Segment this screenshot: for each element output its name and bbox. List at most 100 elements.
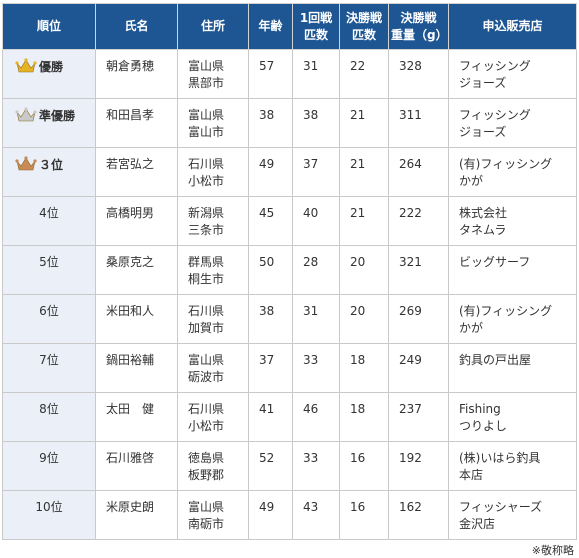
table-row: 6位 米田和人 石川県 加賀市 38 31 20 269 (有)フィッシング かが [2,294,577,344]
age-cell: 38 [248,294,293,344]
name-cell: 鍋田裕輔 [95,343,178,393]
table-row: 5位 桑原克之 群馬県 桐生市 50 28 20 321 ビッグサーフ [2,245,577,295]
rank-cell: 10位 [2,490,96,540]
results-table-container: 順位 氏名 住所 年齢 1回戦 匹数 決勝戦 匹数 決勝戦 重量（g） 申込販売店 優… [2,3,577,558]
address-cell: 群馬県 桐生市 [177,245,249,295]
address-cell: 石川県 小松市 [177,147,249,197]
final-weight-cell: 249 [388,343,449,393]
shop-cell: (有)フィッシング かが [448,294,577,344]
age-cell: 49 [248,490,293,540]
shop-cell: 釣具の戸出屋 [448,343,577,393]
final-count-cell: 22 [339,49,389,99]
rank-label: ３位 [39,158,64,172]
name-cell: 米田和人 [95,294,178,344]
address-cell: 新潟県 三条市 [177,196,249,246]
final-weight-cell-text: 264 [399,157,422,171]
shop-cell-text: Fishing つりよし [459,402,508,433]
header-round1-count: 1回戦 匹数 [292,3,340,50]
shop-cell: (株)いはら釣具 本店 [448,441,577,491]
round1-count-cell-text: 46 [303,402,319,416]
shop-cell: (有)フィッシング かが [448,147,577,197]
name-cell-text: 米田和人 [106,304,155,318]
final-weight-cell-text: 222 [399,206,422,220]
name-cell-text: 米原史朗 [106,500,155,514]
age-cell: 52 [248,441,293,491]
name-cell-text: 太田 健 [106,402,155,416]
shop-cell-text: フィッシャーズ 金沢店 [459,500,543,531]
shop-cell-text: (株)いはら釣具 本店 [459,451,541,482]
round1-count-cell-text: 28 [303,255,319,269]
table-header: 順位 氏名 住所 年齢 1回戦 匹数 決勝戦 匹数 決勝戦 重量（g） 申込販売店 [2,3,577,50]
final-count-cell-text: 21 [350,206,366,220]
address-cell: 石川県 加賀市 [177,294,249,344]
rank-cell: 9位 [2,441,96,491]
shop-cell: ビッグサーフ [448,245,577,295]
name-cell: 若宮弘之 [95,147,178,197]
age-cell: 41 [248,392,293,442]
age-cell-text: 50 [259,255,275,269]
final-count-cell-text: 21 [350,157,366,171]
address-cell: 石川県 小松市 [177,392,249,442]
header-name: 氏名 [95,3,178,50]
address-cell-text: 群馬県 桐生市 [188,255,225,286]
final-weight-cell: 237 [388,392,449,442]
name-cell-text: 和田昌孝 [106,108,155,122]
table-row: 優勝 朝倉勇穂 富山県 黒部市 57 31 22 328 フィッシング ジョーズ [2,49,577,99]
name-cell: 高橋明男 [95,196,178,246]
address-cell-text: 石川県 加賀市 [188,304,225,335]
round1-count-cell: 40 [292,196,340,246]
shop-cell-text: (有)フィッシング かが [459,304,553,335]
address-cell: 富山県 黒部市 [177,49,249,99]
header-final-count: 決勝戦 匹数 [339,3,389,50]
final-weight-cell: 222 [388,196,449,246]
rank-cell: 4位 [2,196,96,246]
age-cell-text: 49 [259,500,275,514]
rank-label: 準優勝 [39,109,76,123]
rank-label: 6位 [39,304,59,318]
round1-count-cell-text: 38 [303,108,319,122]
age-cell-text: 49 [259,157,275,171]
final-count-cell: 16 [339,441,389,491]
address-cell: 富山県 砺波市 [177,343,249,393]
address-cell-text: 石川県 小松市 [188,402,225,433]
rank-cell: ３位 [2,147,96,197]
age-cell: 57 [248,49,293,99]
rank-label: 10位 [35,500,63,514]
age-cell-text: 38 [259,304,275,318]
table-row: 8位 太田 健 石川県 小松市 41 46 18 237 Fishing つりよし [2,392,577,442]
header-rank: 順位 [2,3,96,50]
address-cell-text: 富山県 富山市 [188,108,225,139]
rank-label: 9位 [39,451,59,465]
age-cell: 37 [248,343,293,393]
final-count-cell-text: 18 [350,402,366,416]
name-cell: 桑原克之 [95,245,178,295]
final-count-cell-text: 22 [350,59,366,73]
final-weight-cell: 162 [388,490,449,540]
table-body: 優勝 朝倉勇穂 富山県 黒部市 57 31 22 328 フィッシング ジョーズ 準優勝 和田昌孝 富山… [2,49,577,540]
shop-cell-text: フィッシング ジョーズ [459,108,531,139]
address-cell-text: 富山県 南砺市 [188,500,225,531]
age-cell: 38 [248,98,293,148]
header-row: 順位 氏名 住所 年齢 1回戦 匹数 決勝戦 匹数 決勝戦 重量（g） 申込販売店 [2,3,577,50]
table-row: 7位 鍋田裕輔 富山県 砺波市 37 33 18 249 釣具の戸出屋 [2,343,577,393]
header-address: 住所 [177,3,249,50]
round1-count-cell: 37 [292,147,340,197]
rank-cell: 8位 [2,392,96,442]
round1-count-cell-text: 40 [303,206,319,220]
name-cell-text: 若宮弘之 [106,157,155,171]
address-cell-text: 富山県 砺波市 [188,353,225,384]
name-cell-text: 高橋明男 [106,206,155,220]
age-cell-text: 52 [259,451,275,465]
final-weight-cell: 321 [388,245,449,295]
rank-label: 優勝 [39,60,64,74]
final-weight-cell: 311 [388,98,449,148]
final-count-cell-text: 21 [350,108,366,122]
final-weight-cell-text: 249 [399,353,422,367]
age-cell-text: 57 [259,59,275,73]
name-cell: 米原史朗 [95,490,178,540]
age-cell-text: 45 [259,206,275,220]
final-weight-cell-text: 321 [399,255,422,269]
final-count-cell: 21 [339,98,389,148]
gold-crown-icon [15,58,39,74]
rank-cell: 7位 [2,343,96,393]
